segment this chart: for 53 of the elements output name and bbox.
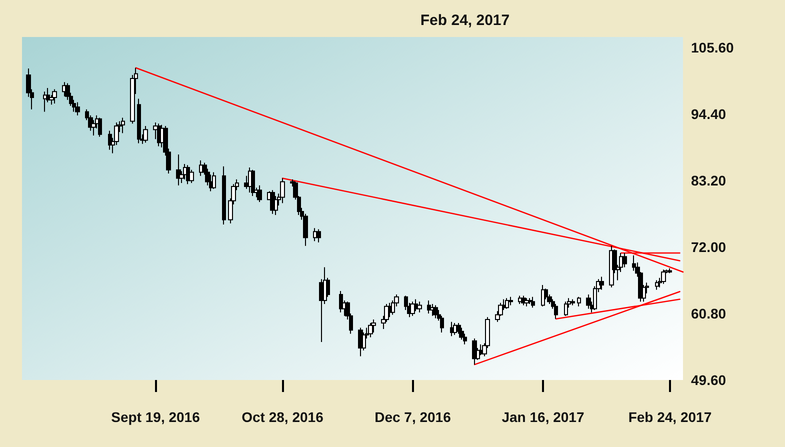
candlestick (98, 117, 102, 138)
candlestick (212, 172, 216, 190)
candlestick (472, 338, 477, 366)
candlestick (280, 178, 285, 204)
candlestick (577, 296, 581, 307)
chart-title: Feb 24, 2017 (420, 12, 510, 29)
candlestick (450, 321, 454, 337)
candlestick (222, 166, 226, 226)
candlestick (410, 301, 415, 316)
candlestick (43, 91, 47, 112)
candlestick (524, 298, 529, 307)
candlestick (479, 344, 483, 356)
y-tick-label: 49.60 (691, 372, 726, 388)
candlestick (417, 301, 422, 313)
candlestick (368, 322, 373, 338)
x-tick-label: Feb 24, 2017 (628, 409, 712, 425)
candlestick (528, 298, 532, 305)
candlestick (427, 300, 431, 314)
candlestick (570, 298, 575, 306)
candlestick (108, 130, 112, 150)
candlestick (554, 304, 558, 320)
x-tick-label: Dec 7, 2016 (374, 409, 452, 425)
candlestick (339, 290, 343, 313)
candlestick (91, 120, 96, 136)
y-tick-label: 105.60 (691, 40, 734, 56)
y-tick-label: 94.40 (691, 106, 726, 122)
candlestick (655, 280, 659, 290)
candlestick (668, 268, 672, 274)
x-tick-label: Jan 16, 2017 (502, 409, 584, 425)
candlestick (371, 318, 376, 334)
y-tick-label: 60.80 (691, 306, 726, 322)
candlestick (121, 117, 125, 134)
y-tick-label: 83.20 (691, 172, 726, 189)
candlestick (199, 160, 203, 176)
y-tick-label: 72.00 (691, 239, 726, 256)
candlestick (52, 88, 57, 104)
candlestick (414, 298, 418, 312)
candlestick (433, 304, 438, 319)
candlestick (564, 301, 568, 316)
x-tick-label: Sept 19, 2016 (111, 409, 200, 425)
x-tick-label: Oct 28, 2016 (242, 409, 324, 425)
candlestick (143, 126, 148, 144)
candlestick (541, 284, 545, 307)
candlestick (388, 302, 392, 318)
candlestick (137, 98, 141, 144)
candlestick (531, 296, 535, 308)
candlestick (459, 327, 464, 340)
candlestick (518, 295, 522, 305)
candlestick (257, 184, 262, 202)
candlestick (661, 269, 666, 284)
candlestick (505, 298, 509, 310)
candlestick (251, 169, 255, 197)
candlestick (189, 169, 194, 184)
